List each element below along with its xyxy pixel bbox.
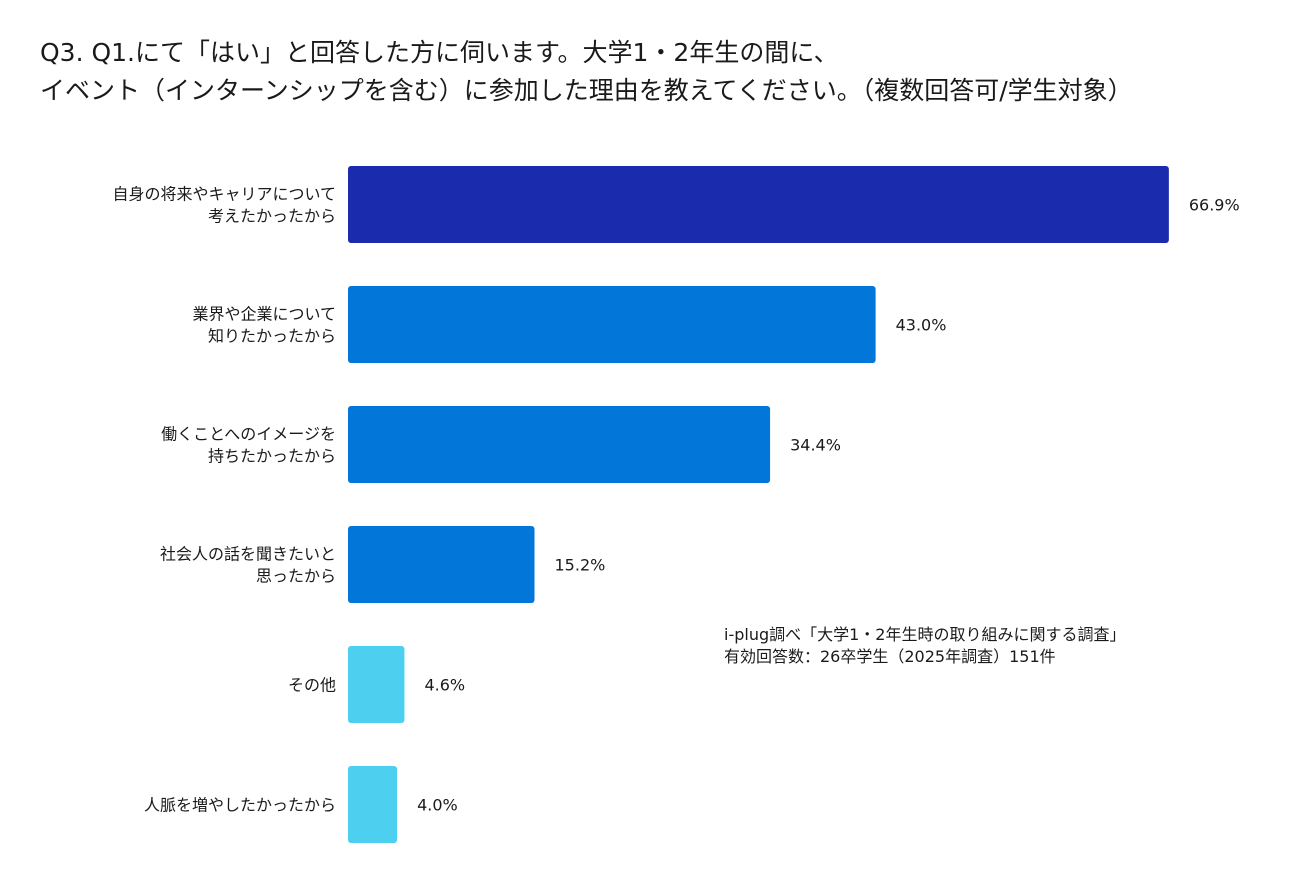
value-label-1: 66.9% [1189, 196, 1240, 215]
value-label-6: 4.0% [417, 796, 458, 815]
bar-5 [348, 646, 405, 723]
bar-4 [348, 526, 535, 603]
value-label-4: 15.2% [555, 556, 606, 575]
source-note-line-2: 有効回答数：26卒学生（2025年調査）151件 [724, 647, 1056, 666]
value-label-3: 34.4% [790, 436, 841, 455]
category-label-1-line-2: 考えたかったから [208, 207, 336, 226]
category-label-4-line-2: 思ったから [256, 567, 336, 586]
category-label-5-line-1: その他 [288, 676, 336, 695]
chart-title-line-2: イベント（インターンシップを含む）に参加した理由を教えてください。（複数回答可/… [40, 76, 1133, 105]
source-note: i-plug調べ「大学1・2年生時の取り組みに関する調査」 有効回答数：26卒学… [724, 624, 1125, 668]
value-label-2: 43.0% [896, 316, 947, 335]
value-label-5: 4.6% [424, 676, 465, 695]
chart-title: Q3. Q1.にて「はい」と回答した方に伺います。大学1・2年生の間に、 イベン… [40, 34, 1270, 110]
category-label-2-line-2: 知りたかったから [208, 327, 336, 346]
category-label-6-line-1: 人脈を増やしたかったから [144, 796, 336, 815]
category-label-4-line-1: 社会人の話を聞きたいと [160, 545, 336, 564]
bar-3 [348, 406, 771, 483]
bar-2 [348, 286, 876, 363]
category-label-3-line-2: 持ちたかったから [208, 447, 336, 466]
bar-6 [348, 766, 398, 843]
category-label-2-line-1: 業界や企業について [192, 305, 336, 324]
category-label-3-line-1: 働くことへのイメージを [161, 425, 336, 444]
category-label-1-line-1: 自身の将来やキャリアについて [112, 185, 336, 204]
bar-1 [348, 166, 1169, 243]
source-note-line-1: i-plug調べ「大学1・2年生時の取り組みに関する調査」 [724, 625, 1126, 644]
chart-title-line-1: Q3. Q1.にて「はい」と回答した方に伺います。大学1・2年生の間に、 [40, 38, 839, 67]
